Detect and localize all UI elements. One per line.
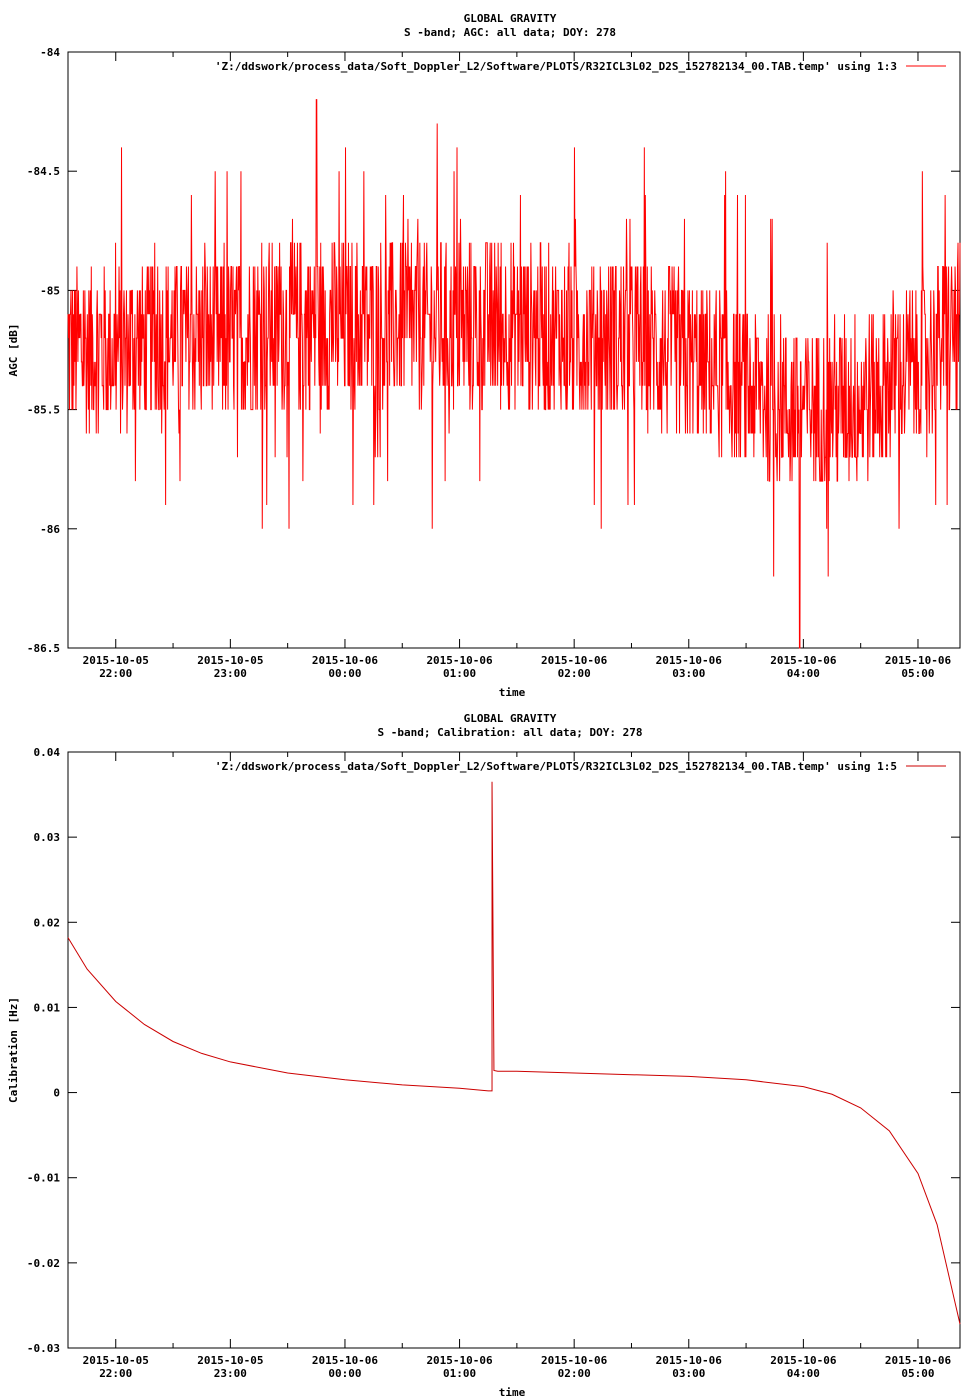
y-tick-label: -85.5 [27,404,60,417]
x-tick-label-date: 2015-10-06 [312,654,379,667]
x-tick-label-date: 2015-10-06 [541,1354,608,1367]
x-tick-label-time: 23:00 [214,667,247,680]
chart-calibration-ylabel: Calibration [Hz] [7,997,20,1103]
y-tick-label: -0.03 [27,1342,60,1355]
x-tick-label-date: 2015-10-05 [83,654,149,667]
chart-calibration-title: GLOBAL GRAVITY [464,712,557,725]
y-tick-label: 0.02 [34,916,61,929]
chart-calibration-series-line [67,781,961,1325]
x-tick-label-date: 2015-10-06 [426,1354,493,1367]
x-tick-label-time: 22:00 [99,1367,132,1380]
chart-agc-x-axis: 2015-10-0522:002015-10-0523:002015-10-06… [83,52,952,680]
x-tick-label-date: 2015-10-06 [541,654,608,667]
x-tick-label-time: 03:00 [672,667,705,680]
chart-calibration-subtitle: S -band; Calibration: all data; DOY: 278 [378,726,643,739]
chart-calibration-plot-frame [67,751,961,1349]
y-tick-label: 0 [53,1087,60,1100]
x-tick-label-time: 00:00 [328,1367,361,1380]
x-tick-label-date: 2015-10-05 [83,1354,149,1367]
chart-calibration-x-axis: 2015-10-0522:002015-10-0523:002015-10-06… [83,752,952,1380]
y-tick-label: -86.5 [27,642,60,655]
y-tick-label: -0.01 [27,1172,60,1185]
chart-agc-xlabel: time [499,686,526,699]
x-tick-label-time: 01:00 [443,667,476,680]
x-tick-label-date: 2015-10-06 [770,1354,837,1367]
x-tick-label-date: 2015-10-06 [770,654,837,667]
chart-agc-ylabel: AGC [dB] [7,324,20,377]
y-tick-label: 0.03 [34,831,61,844]
chart-agc: GLOBAL GRAVITY S -band; AGC: all data; D… [7,12,961,699]
x-tick-label-time: 23:00 [214,1367,247,1380]
x-tick-label-date: 2015-10-06 [312,1354,379,1367]
x-tick-label-time: 04:00 [787,1367,820,1380]
x-tick-label-time: 05:00 [901,667,934,680]
chart-agc-plot-frame [67,51,961,649]
chart-agc-subtitle: S -band; AGC: all data; DOY: 278 [404,26,616,39]
y-tick-label: 0.04 [34,746,61,759]
y-tick-label: -84.5 [27,165,60,178]
x-tick-label-date: 2015-10-06 [656,654,723,667]
chart-calibration-legend-label: 'Z:/ddswork/process_data/Soft_Doppler_L2… [215,760,897,773]
x-tick-label-date: 2015-10-06 [885,1354,952,1367]
x-tick-label-date: 2015-10-05 [197,1354,263,1367]
x-tick-label-time: 05:00 [901,1367,934,1380]
x-tick-label-date: 2015-10-06 [426,654,493,667]
x-tick-label-time: 00:00 [328,667,361,680]
y-tick-label: -86 [40,523,60,536]
chart-agc-title: GLOBAL GRAVITY [464,12,557,25]
x-tick-label-date: 2015-10-06 [885,654,952,667]
x-tick-label-time: 02:00 [558,1367,591,1380]
x-tick-label-time: 03:00 [672,1367,705,1380]
y-tick-label: 0.01 [34,1001,61,1014]
x-tick-label-time: 04:00 [787,667,820,680]
x-tick-label-time: 02:00 [558,667,591,680]
x-tick-label-date: 2015-10-05 [197,654,263,667]
y-tick-label: -0.02 [27,1257,60,1270]
chart-calibration: GLOBAL GRAVITY S -band; Calibration: all… [7,712,961,1399]
x-tick-label-date: 2015-10-06 [656,1354,723,1367]
x-tick-label-time: 22:00 [99,667,132,680]
chart-agc-series-line [67,99,961,649]
chart-calibration-y-axis: 0.04 0.03 0.02 0.01 0 -0.01 -0.02 -0.03 [27,746,960,1355]
y-tick-label: -84 [40,46,60,59]
chart-agc-legend-label: 'Z:/ddswork/process_data/Soft_Doppler_L2… [215,60,897,73]
chart-calibration-xlabel: time [499,1386,526,1399]
y-tick-label: -85 [40,284,60,297]
x-tick-label-time: 01:00 [443,1367,476,1380]
